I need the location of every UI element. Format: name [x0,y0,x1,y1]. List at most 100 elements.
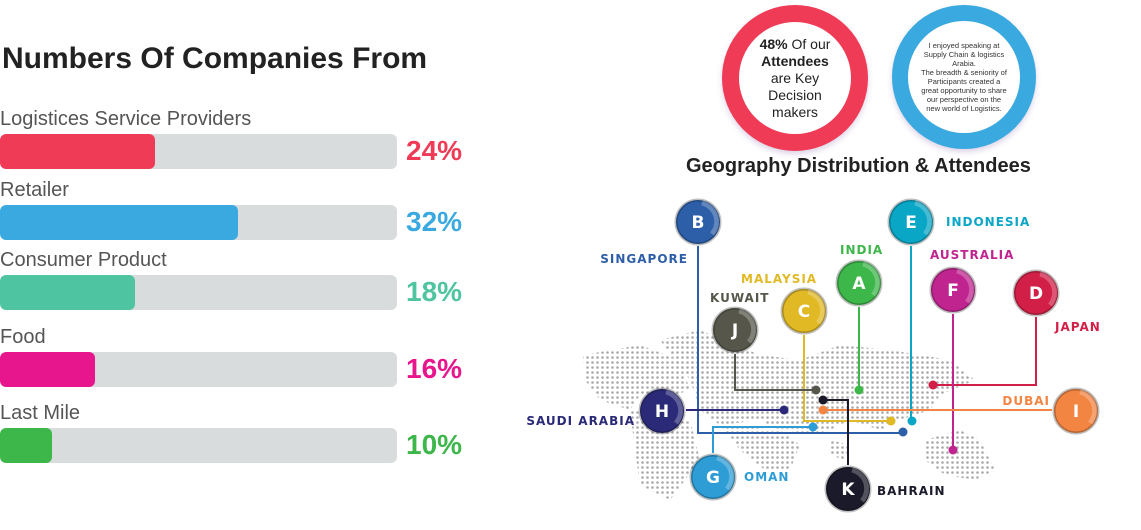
saudi-arabia-marker-circle [638,387,686,435]
category-percent: 18% [406,276,463,307]
dubai-marker-circle [1052,387,1100,435]
quote-line: new world of Logistics. [926,104,1002,113]
category-label: Logistices Service Providers [0,108,252,130]
singapore-label: SINGAPORE [600,252,688,266]
bahrain-label: BAHRAIN [877,484,946,498]
marker-highlight [665,389,684,425]
indonesia-marker-letter: E [905,213,917,233]
australia-marker-letter: F [947,281,959,301]
marker-highlight [851,467,870,503]
quote-line: I enjoyed speaking at [928,41,1000,50]
stat-text: are Key [770,69,820,86]
marker-highlight [1079,389,1098,425]
category-percent: 16% [406,353,463,384]
progress-bar-fill [0,275,135,310]
singapore-marker-letter: B [692,213,705,233]
category-row: Logistices Service Providers 24% [0,106,480,169]
progress-bar-track [0,134,397,169]
australia-marker-circle [929,266,977,314]
bahrain-location-dot [818,395,828,405]
kuwait-connector-line [734,354,816,391]
australia-location-dot [948,445,958,455]
indonesia-marker-circle [887,198,935,246]
progress-bar-track [0,352,397,387]
category-row: Food 16% [0,324,480,387]
indonesia-location-dot [907,416,917,426]
singapore-marker-circle [674,198,722,246]
oman-marker-circle [689,453,737,501]
oman-marker-letter: G [706,468,720,488]
marker-highlight [807,289,826,325]
category-percent: 24% [406,135,463,166]
marker-highlight [701,200,720,236]
marker-highlight [956,268,975,304]
singapore-connector-line [697,246,903,434]
world-map-dots [583,330,995,500]
category-label: Food [0,326,46,348]
progress-bar-fill [0,205,239,240]
quote-line: great opportunity to share [921,86,1007,95]
oman-connector-line [712,426,813,453]
stat-text: makers [772,103,818,120]
india-marker-letter: A [852,274,866,294]
marker-highlight [716,455,735,491]
progress-bar-track [0,205,397,240]
dubai-marker-letter: I [1073,402,1079,422]
japan-marker-circle [1012,269,1060,317]
japan-location-dot [928,380,938,390]
saudi-arabia-location-dot [779,405,789,415]
progress-bar-track [0,428,397,463]
geography-title: Geography Distribution & Attendees [686,155,1031,177]
marker-highlight [862,261,881,297]
stat-text: Attendees [761,52,829,69]
kuwait-marker-letter: J [731,321,738,341]
malaysia-marker-letter: C [798,302,810,322]
dubai-label: DUBAI [1002,394,1050,408]
bahrain-marker-letter: K [841,480,855,500]
category-row: Consumer Product 18% [0,247,480,310]
page-title: Numbers Of Companies From [2,42,428,75]
progress-bar-track [0,275,397,310]
stat-percent: 48% [759,35,788,52]
category-label: Last Mile [0,402,81,424]
malaysia-location-dot [886,416,896,426]
quote-line: our perspective on the [926,95,1002,104]
kuwait-location-dot [811,385,821,395]
marker-highlight [914,200,933,236]
india-location-dot [854,385,864,395]
marker-highlight [738,308,757,344]
australia-label: AUSTRALIA [930,248,1014,262]
bahrain-marker-circle [824,465,872,513]
bahrain-connector-line [823,399,849,465]
marker-highlight [1039,271,1058,307]
malaysia-label: MALAYSIA [741,272,817,286]
quote-line: The breadth & seniority of [921,68,1007,77]
category-row: Retailer 32% [0,177,480,240]
oman-label: OMAN [744,470,789,484]
category-percent: 10% [406,429,463,460]
quote-line: Arabia. [952,59,976,68]
category-percent: 32% [406,206,463,237]
progress-bar-fill [0,428,52,463]
malaysia-connector-line [803,335,891,422]
stat-text: Of our [787,35,831,52]
category-label: Retailer [0,179,69,201]
saudi-arabia-label: SAUDI ARABIA [526,414,635,428]
saudi-arabia-marker-letter: H [655,402,669,422]
category-label: Consumer Product [0,249,167,271]
kuwait-label: KUWAIT [710,291,769,305]
india-marker-circle [835,259,883,307]
oman-location-dot [808,422,818,432]
category-row: Last Mile 10% [0,400,480,463]
malaysia-marker-circle [780,287,828,335]
quote-line: Supply Chain & logistics [923,50,1005,59]
kuwait-marker-circle [711,306,759,354]
japan-connector-line [933,317,1037,386]
stat-text: Decision [768,86,822,103]
india-label: INDIA [840,243,883,257]
dubai-location-dot [818,405,828,415]
progress-bar-fill [0,134,155,169]
singapore-location-dot [898,427,908,437]
indonesia-label: INDONESIA [946,215,1030,229]
